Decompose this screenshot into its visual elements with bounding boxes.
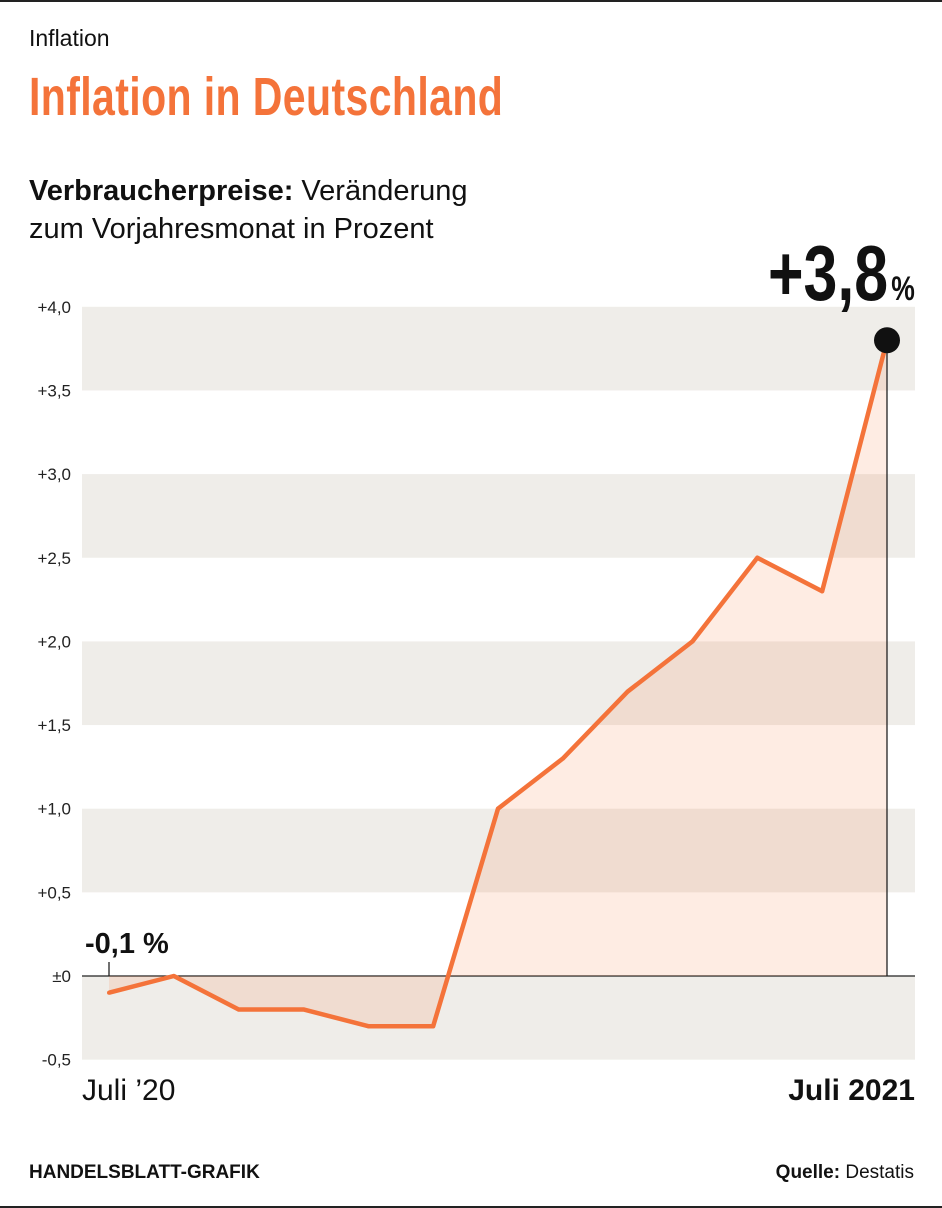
top-rule: [0, 0, 942, 2]
data-point: [755, 555, 760, 560]
data-point: [560, 756, 565, 761]
x-label-start: Juli ’20: [82, 1074, 175, 1107]
grid-band: [82, 808, 915, 893]
source-value: Destatis: [840, 1162, 914, 1183]
data-point: [366, 1024, 371, 1029]
y-tick-label: +3,0: [37, 465, 71, 484]
source-label: Quelle:: [775, 1162, 841, 1183]
chart-title: Inflation in Deutschland: [29, 67, 504, 127]
bottom-rule: [0, 1206, 942, 1208]
grid-band: [82, 641, 915, 726]
end-annotation-unit: %: [891, 270, 915, 308]
start-annotation: -0,1 %: [85, 928, 169, 960]
end-annotation-value: +3,8: [768, 230, 888, 317]
data-point: [690, 639, 695, 644]
end-annotation: +3,8%: [768, 230, 915, 317]
x-label-end: Juli 2021: [788, 1074, 915, 1107]
grid-band: [82, 474, 915, 558]
source: Quelle: Destatis: [776, 1162, 914, 1184]
end-dot: [874, 327, 900, 354]
data-point: [496, 806, 500, 811]
kicker: Inflation: [29, 25, 110, 51]
area-fill: [109, 340, 887, 1027]
y-tick-label: -0,5: [42, 1051, 71, 1070]
data-point: [625, 689, 630, 694]
data-point: [301, 1007, 306, 1012]
y-tick-label: +3,5: [37, 381, 71, 400]
y-tick-label: +0,5: [37, 883, 71, 902]
data-point: [171, 974, 176, 978]
y-tick-label: +2,0: [37, 632, 71, 651]
grid-band: [82, 976, 915, 1060]
grid-band: [82, 306, 915, 391]
data-point: [431, 1024, 436, 1029]
subtitle-line2: zum Vorjahresmonat in Prozent: [29, 213, 434, 245]
y-tick-label: +4,0: [37, 298, 71, 317]
y-tick-label: +1,0: [37, 800, 71, 819]
data-point: [820, 589, 825, 594]
y-tick-label: +2,5: [37, 549, 71, 568]
subtitle-bold: Verbraucherpreise:: [29, 175, 294, 207]
data-point: [236, 1007, 241, 1012]
credit: HANDELSBLATT-GRAFIK: [29, 1162, 260, 1183]
data-point: [107, 990, 111, 995]
subtitle-line1: Veränderung: [293, 175, 468, 207]
chart-subtitle: Verbraucherpreise: Veränderung zum Vorja…: [29, 172, 468, 248]
y-tick-label: ±0: [52, 967, 71, 986]
y-tick-label: +1,5: [37, 716, 71, 735]
